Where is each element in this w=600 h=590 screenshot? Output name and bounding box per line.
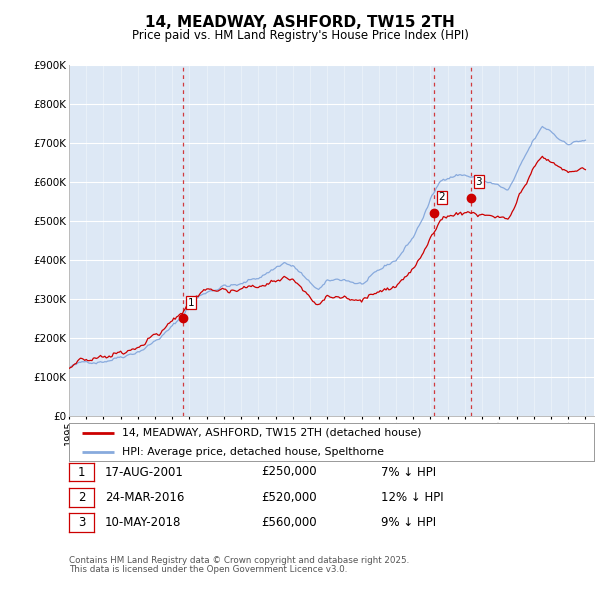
Text: 7% ↓ HPI: 7% ↓ HPI bbox=[381, 466, 436, 478]
Text: £560,000: £560,000 bbox=[261, 516, 317, 529]
Text: Price paid vs. HM Land Registry's House Price Index (HPI): Price paid vs. HM Land Registry's House … bbox=[131, 30, 469, 42]
Text: 9% ↓ HPI: 9% ↓ HPI bbox=[381, 516, 436, 529]
Text: Contains HM Land Registry data © Crown copyright and database right 2025.: Contains HM Land Registry data © Crown c… bbox=[69, 556, 409, 565]
Text: 1: 1 bbox=[78, 466, 85, 478]
Text: 2: 2 bbox=[439, 192, 445, 202]
Text: 10-MAY-2018: 10-MAY-2018 bbox=[105, 516, 181, 529]
Text: £250,000: £250,000 bbox=[261, 466, 317, 478]
Text: 24-MAR-2016: 24-MAR-2016 bbox=[105, 491, 184, 504]
Text: 2: 2 bbox=[78, 491, 85, 504]
Text: HPI: Average price, detached house, Spelthorne: HPI: Average price, detached house, Spel… bbox=[121, 447, 383, 457]
Text: 17-AUG-2001: 17-AUG-2001 bbox=[105, 466, 184, 478]
Text: This data is licensed under the Open Government Licence v3.0.: This data is licensed under the Open Gov… bbox=[69, 565, 347, 574]
Text: 12% ↓ HPI: 12% ↓ HPI bbox=[381, 491, 443, 504]
Text: 1: 1 bbox=[187, 297, 194, 307]
Text: £520,000: £520,000 bbox=[261, 491, 317, 504]
Text: 14, MEADWAY, ASHFORD, TW15 2TH: 14, MEADWAY, ASHFORD, TW15 2TH bbox=[145, 15, 455, 30]
Text: 3: 3 bbox=[78, 516, 85, 529]
Text: 3: 3 bbox=[476, 176, 482, 186]
Text: 14, MEADWAY, ASHFORD, TW15 2TH (detached house): 14, MEADWAY, ASHFORD, TW15 2TH (detached… bbox=[121, 428, 421, 438]
